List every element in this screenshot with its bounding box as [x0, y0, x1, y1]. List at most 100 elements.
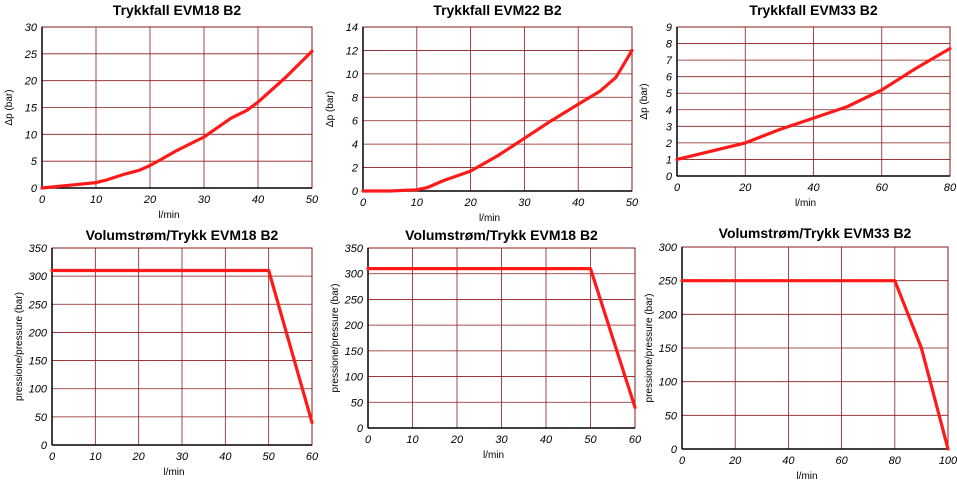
x-tick-label: 40	[219, 451, 232, 463]
x-tick-label: 60	[629, 434, 642, 446]
x-tick-label: 20	[463, 197, 477, 209]
x-axis-label: l/min	[479, 213, 500, 224]
x-tick-label: 10	[411, 197, 424, 209]
x-tick-label: 80	[944, 182, 957, 194]
chart-4: Volumstrøm/Trykk EVM18 B2 0 10 20 30 40 50 60 0 5…	[14, 227, 319, 478]
y-tick-label: 250	[658, 276, 678, 288]
x-tick-label: 80	[889, 455, 902, 467]
x-tick-label: 40	[807, 182, 820, 194]
x-tick-label: 10	[90, 194, 103, 206]
y-tick-label: 150	[659, 343, 678, 355]
y-tick-label: 6	[666, 72, 673, 84]
x-tick-label: 30	[495, 434, 508, 446]
x-tick-label: 60	[306, 451, 319, 463]
y-tick-label: 100	[345, 372, 364, 384]
chart-title: Volumstrøm/Trykk EVM18 B2	[86, 227, 279, 243]
y-tick-label: 25	[24, 49, 38, 61]
y-tick-label: 4	[352, 139, 358, 151]
x-tick-label: 50	[306, 194, 319, 206]
y-tick-label: 2	[665, 138, 672, 150]
y-tick-label: 300	[659, 242, 678, 254]
series-line	[675, 46, 952, 161]
y-tick-label: 2	[351, 163, 358, 175]
y-axis-label: Δp (bar)	[4, 89, 15, 125]
x-axis-label: l/min	[796, 471, 817, 482]
x-tick-label: 20	[450, 434, 464, 446]
series-line	[50, 268, 314, 425]
y-tick-label: 0	[352, 186, 359, 198]
x-tick-label: 10	[406, 434, 419, 446]
y-tick-label: 200	[28, 327, 48, 339]
y-tick-label: 300	[29, 271, 48, 283]
chart-6: Volumstrøm/Trykk EVM33 B2 0 20 40 60 80 100 0 50…	[644, 225, 957, 482]
y-tick-label: 6	[352, 116, 359, 128]
y-tick-label: 8	[666, 39, 673, 51]
y-tick-label: 30	[25, 22, 38, 34]
chart-title: Trykkfall EVM22 B2	[433, 2, 562, 18]
series-line	[361, 48, 634, 193]
x-tick-label: 50	[263, 451, 276, 463]
y-tick-label: 200	[658, 309, 678, 321]
y-tick-label: 100	[29, 384, 48, 396]
chart-title: Trykkfall EVM18 B2	[113, 2, 242, 18]
y-tick-label: 0	[31, 183, 38, 195]
y-tick-label: 10	[25, 129, 38, 141]
y-tick-label: 350	[29, 243, 48, 255]
y-tick-label: 150	[345, 346, 364, 358]
y-tick-label: 200	[344, 320, 364, 332]
chart-title: Volumstrøm/Trykk EVM18 B2	[405, 227, 598, 243]
y-tick-label: 1	[666, 154, 672, 166]
y-tick-label: 20	[24, 76, 38, 88]
y-tick-label: 50	[665, 410, 678, 422]
y-axis-label: pressione/pressure (bar)	[644, 294, 655, 403]
x-tick-label: 0	[360, 197, 367, 209]
x-tick-label: 50	[626, 197, 639, 209]
y-tick-label: 5	[666, 88, 673, 100]
y-axis-label: Δp (bar)	[639, 83, 650, 119]
chart-title: Trykkfall EVM33 B2	[749, 2, 878, 18]
chart-2: Trykkfall EVM22 B2 0 10 20 30 40 50 0 2 4 6 8 10 12 14…	[325, 2, 639, 224]
y-tick-label: 3	[666, 121, 673, 133]
chart-5: Volumstrøm/Trykk EVM18 B2 0 10 20 30 40 50 60 0 5…	[330, 227, 642, 461]
y-tick-label: 14	[346, 22, 358, 34]
y-tick-label: 0	[671, 444, 678, 456]
x-axis-label: l/min	[158, 210, 179, 221]
y-axis-label: Δp (bar)	[325, 91, 336, 127]
y-tick-label: 350	[345, 243, 364, 255]
x-tick-label: 50	[584, 434, 597, 446]
chart-1: Trykkfall EVM18 B2 0 10 20 30 40 50 0 5 10 15 20 25 3…	[4, 2, 319, 221]
x-tick-label: 20	[738, 182, 752, 194]
y-tick-label: 50	[351, 397, 364, 409]
x-tick-label: 10	[89, 451, 102, 463]
plot-frame	[362, 26, 633, 192]
x-tick-label: 60	[835, 455, 848, 467]
y-tick-label: 150	[29, 356, 48, 368]
x-tick-label: 100	[939, 455, 957, 467]
y-axis-label: pressione/pressure (bar)	[14, 292, 25, 401]
x-tick-label: 30	[198, 194, 211, 206]
y-tick-label: 5	[31, 156, 38, 168]
y-tick-label: 100	[659, 377, 678, 389]
y-axis-label: pressione/pressure (bar)	[330, 284, 341, 393]
chart-3: Trykkfall EVM33 B2 0 20 40 60 80 0 1 2 3 4 5 6 7 8 9 l/m…	[639, 2, 957, 209]
x-tick-label: 0	[49, 451, 56, 463]
x-tick-label: 20	[728, 455, 742, 467]
x-axis-label: l/min	[163, 467, 184, 478]
x-tick-label: 0	[39, 194, 46, 206]
y-tick-label: 250	[344, 294, 364, 306]
x-tick-label: 40	[540, 434, 553, 446]
y-tick-label: 8	[352, 92, 359, 104]
series-line	[366, 267, 637, 409]
x-tick-label: 20	[143, 194, 157, 206]
x-tick-label: 40	[572, 197, 585, 209]
series-line	[40, 49, 314, 190]
y-tick-label: 15	[25, 103, 38, 115]
y-tick-label: 0	[666, 171, 673, 183]
x-axis-label: l/min	[795, 198, 816, 209]
y-tick-label: 300	[345, 269, 364, 281]
x-axis-label: l/min	[483, 450, 504, 461]
y-tick-label: 250	[28, 299, 48, 311]
x-tick-label: 40	[252, 194, 265, 206]
x-tick-label: 0	[674, 182, 681, 194]
